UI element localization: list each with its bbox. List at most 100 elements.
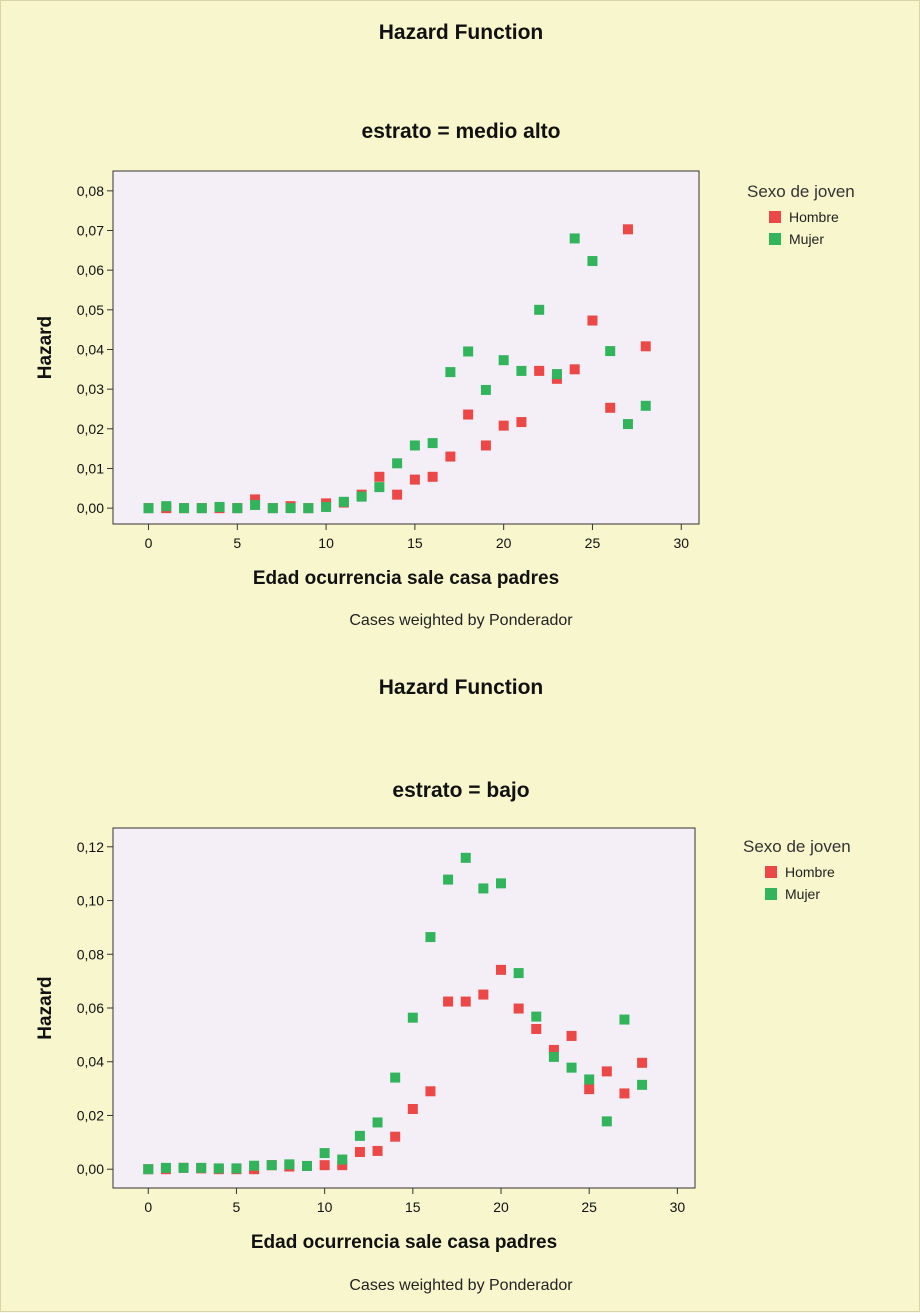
data-point-mujer [374, 482, 385, 493]
y-tick-label: 0,00 [77, 1161, 104, 1177]
y-tick-label: 0,10 [77, 893, 104, 909]
data-point-mujer [160, 1162, 171, 1173]
legend-title: Sexo de joven [743, 837, 851, 856]
y-tick-label: 0,04 [77, 341, 104, 357]
data-point-mujer [601, 1116, 612, 1127]
legend-label: Mujer [785, 886, 821, 902]
y-tick-label: 0,05 [77, 302, 104, 318]
x-tick-label: 5 [233, 535, 241, 551]
data-point-mujer [267, 503, 278, 514]
chart-footnote: Cases weighted by Ponderador [349, 1277, 573, 1294]
data-point-mujer [516, 365, 527, 376]
data-point-hombre [443, 996, 454, 1007]
data-point-hombre [409, 474, 420, 485]
data-point-mujer [161, 501, 172, 512]
y-tick-label: 0,07 [77, 222, 104, 238]
y-tick-label: 0,02 [77, 421, 104, 437]
chart-subtitle: estrato = bajo [392, 779, 530, 802]
data-point-mujer [496, 878, 506, 889]
y-tick-label: 0,00 [77, 500, 104, 516]
series-mujer [143, 852, 648, 1175]
data-point-mujer [622, 419, 633, 430]
data-point-mujer [640, 400, 651, 411]
data-point-hombre [392, 489, 403, 500]
data-point-hombre [407, 1104, 418, 1115]
data-point-mujer [478, 883, 489, 894]
x-tick-label: 10 [318, 535, 334, 551]
data-point-mujer [213, 1163, 224, 1174]
x-tick-label: 15 [405, 1199, 421, 1215]
data-point-hombre [637, 1057, 648, 1068]
legend-label: Hombre [785, 864, 835, 880]
chart-legend: Sexo de joven Hombre Mujer [743, 837, 851, 905]
data-point-mujer [302, 1160, 312, 1171]
chart-subtitle: estrato = medio alto [361, 120, 561, 143]
data-point-mujer [548, 1051, 559, 1062]
x-axis-label: Edad ocurrencia sale casa padres [251, 1232, 557, 1253]
legend-item-mujer: Mujer [769, 228, 855, 250]
y-axis-label: Hazard [35, 976, 56, 1039]
data-point-mujer [407, 1012, 418, 1023]
data-point-hombre [337, 1160, 348, 1171]
data-point-hombre [498, 420, 509, 431]
data-point-hombre [601, 1066, 612, 1077]
data-point-hombre [496, 964, 506, 975]
y-tick-label: 0,01 [77, 460, 104, 476]
x-tick-label: 20 [493, 1199, 509, 1215]
chart-legend: Sexo de joven Hombre Mujer [747, 182, 855, 250]
data-point-hombre [427, 471, 438, 482]
legend-item-mujer: Mujer [765, 883, 851, 905]
data-point-mujer [498, 355, 509, 366]
data-point-mujer [372, 1117, 383, 1128]
data-point-hombre [480, 440, 491, 451]
data-point-mujer [250, 499, 261, 510]
x-tick-label: 25 [581, 1199, 597, 1215]
data-point-mujer [143, 1164, 154, 1175]
data-point-hombre [531, 1023, 542, 1034]
x-tick-label: 10 [317, 1199, 333, 1215]
data-point-mujer [338, 496, 349, 507]
data-point-mujer [284, 1159, 295, 1170]
data-point-hombre [566, 1030, 577, 1041]
hazard-scatter-chart: 0,00 0,02 0,04 0,06 0,08 0,10 0,12 0 5 10 15 20 25 30… [35, 827, 696, 1253]
x-tick-label: 20 [496, 535, 512, 551]
data-point-hombre [534, 365, 545, 376]
data-point-mujer [531, 1011, 542, 1022]
data-point-mujer [249, 1160, 260, 1171]
data-point-mujer [443, 874, 454, 885]
data-point-mujer [513, 968, 524, 979]
y-tick-label: 0,03 [77, 381, 104, 397]
y-tick-label: 0,04 [77, 1054, 104, 1070]
legend-label: Hombre [789, 209, 839, 225]
chart-main-title: Hazard Function [378, 676, 544, 699]
data-point-hombre [619, 1088, 630, 1099]
legend-item-hombre: Hombre [769, 206, 855, 228]
hazard-panel-bajo: Hazard Function estrato = bajo 0,00 0,02 0… [1, 657, 920, 1313]
legend-item-hombre: Hombre [765, 861, 851, 883]
y-tick-label: 0,12 [77, 839, 104, 855]
plot-area [112, 827, 696, 1189]
data-point-hombre [605, 402, 616, 413]
data-point-hombre [478, 989, 489, 1000]
data-point-mujer [196, 1162, 207, 1173]
data-point-mujer [356, 491, 367, 502]
chart-footnote: Cases weighted by Ponderador [349, 612, 573, 629]
data-point-hombre [374, 471, 385, 482]
y-tick-label: 0,08 [77, 946, 104, 962]
data-point-mujer [427, 438, 438, 449]
data-point-mujer [551, 369, 562, 380]
data-point-mujer [321, 501, 332, 512]
data-point-mujer [179, 503, 190, 514]
data-point-mujer [196, 503, 207, 514]
data-point-mujer [480, 384, 491, 395]
data-point-hombre [460, 996, 471, 1007]
data-point-mujer [392, 458, 403, 469]
legend-swatch-hombre [765, 866, 777, 878]
data-point-hombre [516, 417, 527, 428]
y-tick-label: 0,02 [77, 1107, 104, 1123]
data-point-mujer [214, 501, 225, 512]
x-tick-label: 25 [585, 535, 601, 551]
data-point-mujer [605, 346, 616, 357]
data-point-hombre [319, 1160, 330, 1171]
legend-swatch-mujer [765, 888, 777, 900]
